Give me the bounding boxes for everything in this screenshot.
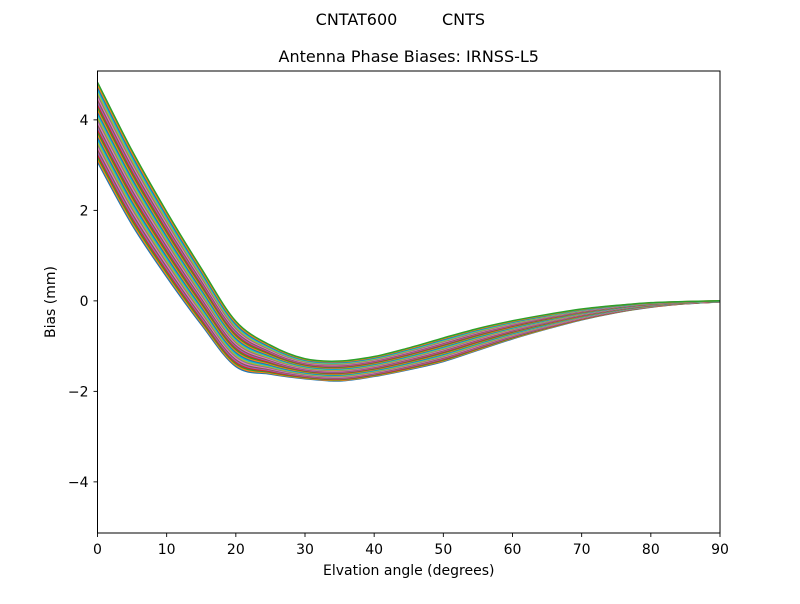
bias-curves-group xyxy=(97,81,720,382)
x-axis-label: Elvation angle (degrees) xyxy=(323,563,494,579)
x-tick-label: 80 xyxy=(642,542,660,558)
x-tick-label: 70 xyxy=(573,542,591,558)
x-tick-label: 40 xyxy=(365,542,383,558)
y-tick-label: 0 xyxy=(80,294,89,310)
y-tick-label: 2 xyxy=(80,203,89,219)
plot-border xyxy=(97,70,721,534)
y-tick-label: −4 xyxy=(68,475,89,491)
figure-suptitle-station: CNTAT600 xyxy=(316,10,398,29)
x-tick-label: 30 xyxy=(296,542,314,558)
y-axis-label: Bias (mm) xyxy=(43,266,59,338)
bias-curve xyxy=(97,81,720,362)
figure-suptitle-system: CNTS xyxy=(442,10,485,29)
y-axis-ticks: −4 −2 0 2 4 xyxy=(68,113,98,491)
x-tick-label: 20 xyxy=(227,542,245,558)
x-axis-ticks: 0 10 20 30 40 50 60 70 80 90 xyxy=(93,533,729,558)
y-tick-label: −2 xyxy=(68,384,89,400)
x-tick-label: 10 xyxy=(158,542,176,558)
x-tick-label: 50 xyxy=(434,542,452,558)
x-tick-label: 0 xyxy=(93,542,102,558)
x-tick-label: 60 xyxy=(504,542,522,558)
chart-title: Antenna Phase Biases: IRNSS-L5 xyxy=(279,47,539,66)
y-tick-label: 4 xyxy=(80,113,89,129)
x-tick-label: 90 xyxy=(711,542,729,558)
